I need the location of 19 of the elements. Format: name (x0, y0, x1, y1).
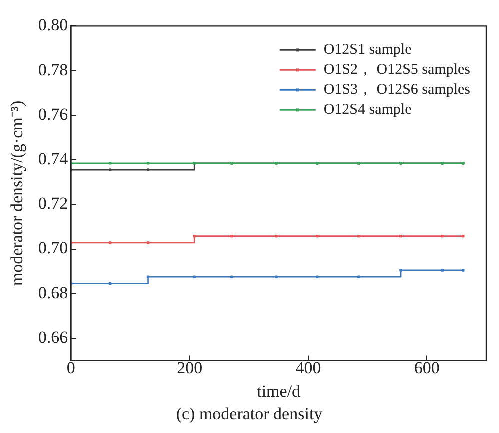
y-tick-label: 0.70 (38, 238, 68, 258)
y-tick-label: 0.76 (38, 104, 68, 124)
x-tick-label: 200 (177, 358, 203, 378)
y-tick-label: 0.80 (38, 16, 68, 35)
text: (c) moderator density (176, 404, 324, 424)
x-tick-label: 400 (296, 358, 322, 378)
x-tick-label: 600 (414, 358, 440, 378)
y-tick-label: 0.74 (38, 150, 69, 169)
y-tick-label: 0.78 (38, 60, 68, 80)
x-axis-title: time/d (257, 382, 302, 401)
y-tick-label: 0.66 (38, 328, 68, 347)
legend-label: O12S1 sample (324, 42, 412, 58)
legend-label: O12S4 sample (324, 102, 412, 118)
legend-label: O1S3， O12S6 samples (324, 82, 471, 98)
y-tick-label: 0.68 (38, 283, 68, 302)
y-axis-title: moderator density/(g·cm⁻³) (8, 100, 27, 286)
y-tick-label: 0.72 (38, 194, 68, 214)
x-tick-label: 0 (66, 358, 76, 378)
legend-label: O1S2， O12S5 samples (324, 62, 471, 78)
